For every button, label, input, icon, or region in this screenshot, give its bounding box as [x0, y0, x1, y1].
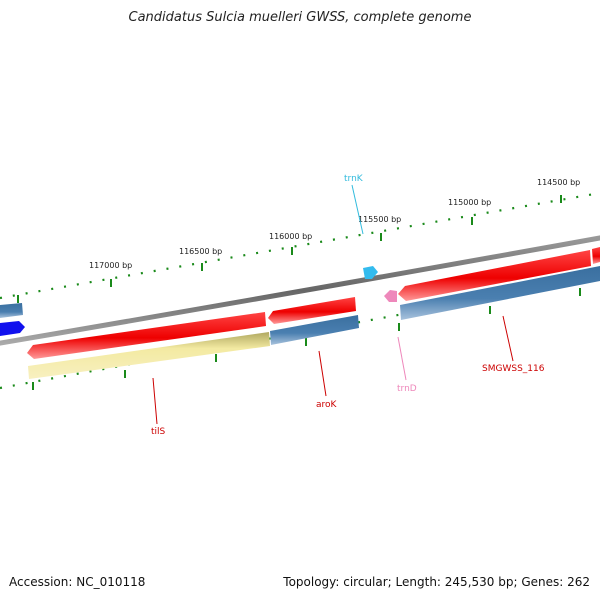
ruler-label: 116500 bp [179, 247, 222, 256]
cog-bar-aroK[interactable] [270, 315, 359, 345]
leader-line-SMGWSS_116 [502, 315, 514, 362]
leader-line-trnK [351, 184, 364, 235]
gene-trnK-feature[interactable] [363, 266, 378, 279]
gene-tilS-feature[interactable] [27, 312, 266, 359]
position-ruler-upper [0, 191, 600, 303]
ruler-label: 115000 bp [448, 198, 491, 207]
leader-line-aroK [318, 350, 327, 397]
leader-line-trnD [397, 336, 407, 381]
gene-SMGWSS_116-feature[interactable] [398, 247, 600, 301]
gene-label-tilS: tilS [151, 427, 166, 437]
genome-summary-text: Topology: circular; Length: 245,530 bp; … [283, 575, 590, 589]
gene-partial-left-blue[interactable] [0, 303, 23, 318]
gene-label-aroK: aroK [316, 400, 338, 410]
cog-bar-tilS[interactable] [28, 332, 270, 379]
gene-aroK-feature[interactable] [268, 297, 356, 324]
strand-arrow-left[interactable] [0, 321, 25, 336]
ruler-label: 114500 bp [537, 178, 580, 187]
genome-backbone [0, 235, 600, 346]
gene-label-SMGWSS_116: SMGWSS_116 [482, 364, 545, 374]
accession-text: Accession: NC_010118 [9, 575, 146, 589]
cog-bar-SMGWSS_116[interactable] [400, 266, 600, 320]
gene-trnD-feature[interactable] [384, 290, 397, 302]
ruler-label: 116000 bp [269, 232, 312, 241]
gene-label-trnK: trnK [344, 174, 364, 184]
ruler-label: 115500 bp [358, 215, 401, 224]
map-title: Candidatus Sulcia muelleri GWSS, complet… [128, 10, 472, 25]
gene-label-trnD: trnD [397, 384, 417, 394]
leader-line-tilS [152, 377, 158, 425]
ruler-label: 117000 bp [89, 261, 132, 270]
